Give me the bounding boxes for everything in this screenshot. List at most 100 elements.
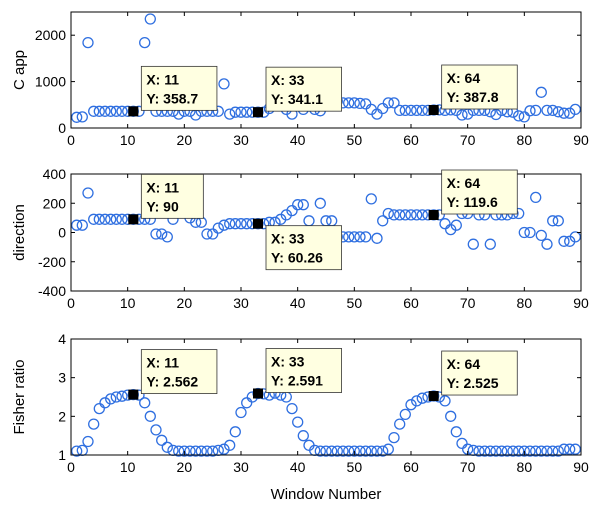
data-point <box>547 104 559 117</box>
data-point <box>354 231 366 243</box>
data-point <box>195 445 207 457</box>
data-point <box>93 105 105 117</box>
data-point <box>445 410 457 422</box>
datatip-x-text: X: 33 <box>271 72 305 88</box>
data-point <box>99 397 111 409</box>
data-point <box>377 215 389 227</box>
x-tick-label: 40 <box>290 132 306 148</box>
data-point <box>161 441 173 453</box>
data-point <box>212 222 224 234</box>
data-point <box>518 445 530 457</box>
datatip-box <box>441 350 518 396</box>
data-point <box>450 219 462 231</box>
data-point <box>382 97 394 109</box>
data-point <box>377 445 389 457</box>
data-point <box>218 443 230 455</box>
x-tick-label: 30 <box>233 295 249 311</box>
data-point <box>479 445 491 457</box>
data-point <box>348 231 360 243</box>
data-point <box>569 103 581 116</box>
data-point <box>218 78 230 90</box>
data-point <box>343 231 355 243</box>
data-point <box>297 199 309 211</box>
panel-3: 0 10 20 30 40 50 60 70 80 90 1 2 3 4 Fisher ratio Windo… <box>11 331 589 503</box>
data-point <box>88 213 100 225</box>
y-tick-label: 1000 <box>35 74 66 90</box>
data-point <box>416 104 428 117</box>
datatip-box <box>140 173 204 219</box>
data-point <box>552 106 564 118</box>
data-point <box>99 105 111 117</box>
data-point <box>513 445 525 457</box>
data-point <box>71 445 83 457</box>
x-tick-label: 40 <box>290 295 306 311</box>
data-point <box>110 105 122 117</box>
datatip-x-text: X: 33 <box>271 231 305 247</box>
data-point <box>411 395 423 407</box>
datatip-box <box>265 348 342 393</box>
datatip-marker <box>128 389 139 400</box>
data-point <box>456 437 468 450</box>
datatip-marker <box>428 105 439 116</box>
data-point <box>411 104 423 117</box>
datatip-y-text: Y: 387.8 <box>447 89 499 105</box>
data-point <box>139 36 151 49</box>
data-point <box>297 430 309 442</box>
data-point <box>326 445 338 457</box>
data-point <box>241 397 253 409</box>
data-point <box>178 445 190 457</box>
data-point <box>150 424 162 436</box>
axes-box <box>70 11 582 129</box>
datatip-x-text: X: 64 <box>447 356 481 372</box>
data-point <box>513 110 525 122</box>
data-point <box>382 207 394 220</box>
data-point <box>416 209 428 221</box>
data-point <box>388 97 400 109</box>
data-point <box>416 392 428 404</box>
data-point <box>207 228 219 240</box>
data-point <box>292 199 304 211</box>
data-point <box>218 219 230 231</box>
x-tick-label: 50 <box>347 132 363 148</box>
x-tick-label: 10 <box>120 132 136 148</box>
data-point <box>535 445 547 457</box>
data-point <box>71 219 83 231</box>
data-point <box>139 397 151 409</box>
data-point <box>82 435 94 448</box>
data-point <box>558 107 570 119</box>
datatip-box <box>140 65 218 111</box>
data-point <box>507 445 519 457</box>
datatip-marker <box>428 391 439 402</box>
data-point <box>303 215 315 227</box>
datatip-y-text: Y: 2.591 <box>271 372 323 388</box>
x-tick-label: 90 <box>573 295 589 311</box>
data-point <box>558 235 570 247</box>
data-point <box>490 445 502 457</box>
datatip-marker <box>253 388 263 399</box>
x-axis-label: Window Number <box>271 486 382 503</box>
data-point <box>530 191 542 204</box>
data-point <box>212 105 224 117</box>
y-axis-label: C app <box>11 50 28 90</box>
datatip-box <box>441 64 518 110</box>
data-point <box>399 209 411 221</box>
data-point <box>116 105 128 117</box>
data-point <box>93 402 105 415</box>
x-tick-label: 10 <box>120 459 136 475</box>
data-point <box>286 204 298 217</box>
data-point <box>490 108 502 121</box>
data-point <box>224 439 236 451</box>
data-point <box>326 215 338 227</box>
x-tick-label: 50 <box>347 295 363 311</box>
datatip-y-text: Y: 90 <box>146 198 179 214</box>
x-tick-label: 60 <box>403 132 419 148</box>
data-point <box>569 443 581 455</box>
data-point <box>365 445 377 457</box>
datatip-y-text: Y: 119.6 <box>447 194 498 210</box>
data-point <box>343 97 355 109</box>
panel-1: 0 10 20 30 40 50 60 70 80 90 0 1000 2000 C app X: 11 Y:… <box>11 11 589 148</box>
x-tick-label: 80 <box>517 295 533 311</box>
data-point <box>354 445 366 457</box>
data-point <box>541 445 553 457</box>
y-tick-label: 3 <box>58 370 66 386</box>
